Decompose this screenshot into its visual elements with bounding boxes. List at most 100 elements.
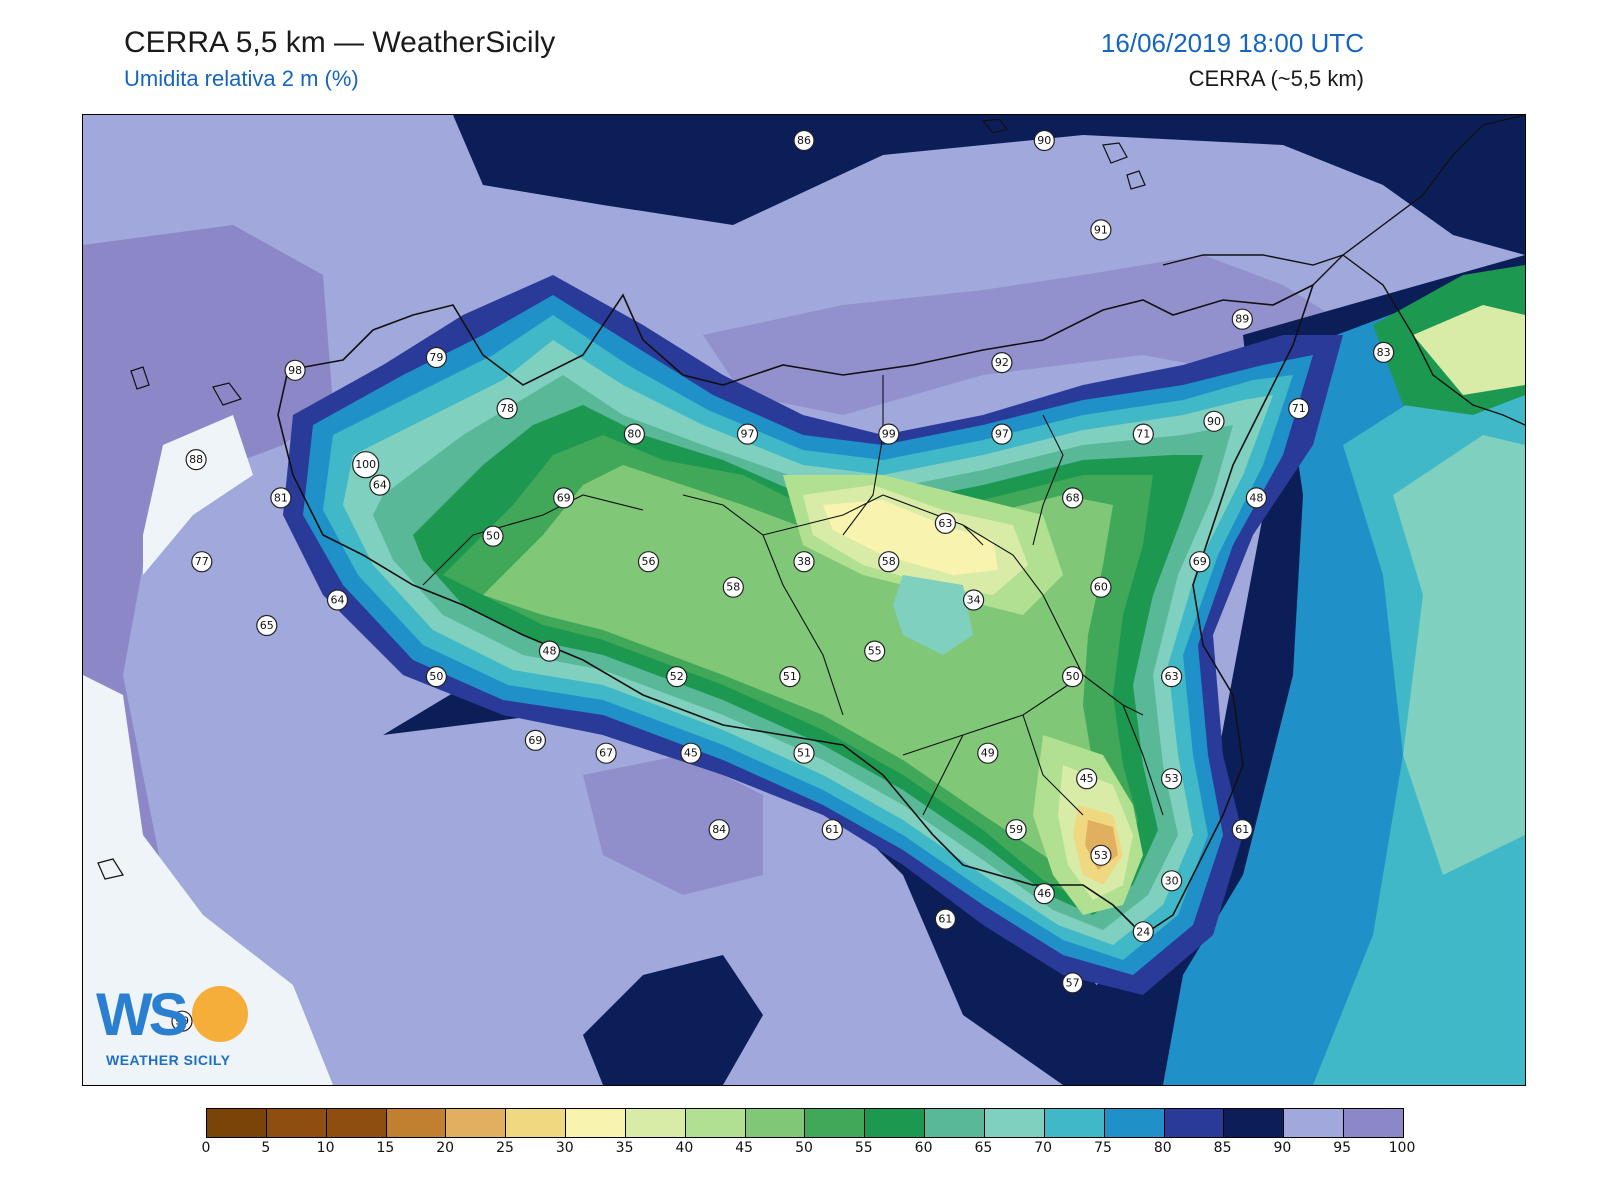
station-value: 49 — [981, 747, 995, 760]
station-marker: 58 — [722, 576, 744, 598]
station-circle — [496, 398, 518, 420]
colorbar-swatch — [865, 1109, 926, 1137]
station-marker: 63 — [934, 512, 957, 534]
aeolian-islands — [981, 118, 1146, 190]
station-circle — [1132, 423, 1154, 445]
station-circle — [708, 819, 730, 841]
colorbar-swatch — [984, 1109, 1045, 1137]
station-circle — [1160, 870, 1183, 892]
station-value: 55 — [868, 645, 882, 658]
station-value: 84 — [712, 823, 726, 836]
map-canvas: 86 90 91 89 83 98 79 78 92 71 90 88 100 64 80 97 99 97 71 8… — [83, 115, 1525, 1085]
station-value: 58 — [726, 581, 740, 594]
station-value: 91 — [1094, 223, 1108, 236]
west-low-patch — [143, 415, 253, 575]
colorbar-swatch — [1284, 1109, 1345, 1137]
station-marker: 97 — [991, 423, 1013, 445]
station-marker: 86 — [793, 129, 815, 152]
station-value: 48 — [1249, 491, 1263, 504]
station-circle — [779, 665, 801, 688]
station-value: 69 — [557, 491, 571, 504]
station-circle — [1076, 768, 1098, 790]
station-marker: 53 — [1160, 768, 1183, 790]
station-value: 77 — [195, 555, 209, 568]
station-value: 88 — [189, 453, 203, 466]
station-circle — [326, 589, 349, 611]
station-value: 61 — [1235, 823, 1249, 836]
station-value: 64 — [331, 594, 345, 607]
station-value: 53 — [1094, 849, 1108, 862]
colorbar-tick-label: 100 — [1388, 1140, 1416, 1156]
station-value: 58 — [882, 555, 896, 568]
station-circle — [524, 729, 546, 752]
west-low-area — [83, 675, 333, 1085]
station-value: 51 — [797, 747, 811, 760]
station-value: 86 — [797, 134, 811, 147]
station-marker: 48 — [1245, 487, 1268, 509]
colorbar-swatch — [745, 1109, 806, 1137]
station-marker: 100 — [352, 451, 380, 479]
south-dark-patch — [583, 955, 763, 1085]
station-value: 100 — [355, 458, 376, 471]
station-marker: 53 — [1090, 844, 1112, 866]
map-title: CERRA 5,5 km — WeatherSicily — [124, 26, 556, 59]
station-marker: 57 — [1061, 972, 1084, 994]
station-value: 50 — [429, 670, 443, 683]
station-circle — [793, 551, 815, 573]
colorbar-tick-label: 95 — [1333, 1140, 1352, 1156]
colorbar-tick-label: 5 — [261, 1140, 271, 1156]
station-marker: 71 — [1288, 398, 1310, 420]
colorbar-swatch — [805, 1109, 866, 1137]
station-marker: 45 — [1076, 768, 1098, 790]
station-circle — [977, 742, 999, 764]
colorbar-tick-label: 75 — [1094, 1140, 1112, 1156]
station-marker: 80 — [623, 423, 646, 445]
south-purple-patch — [583, 755, 763, 895]
logo-brand-text: WEATHER SICILY — [106, 1052, 231, 1068]
station-circle — [934, 908, 957, 930]
station-circle — [736, 423, 759, 445]
colorbar-tick-label: 15 — [376, 1140, 395, 1156]
station-circle — [637, 551, 660, 573]
etna-area-65 — [893, 575, 973, 655]
station-circle — [595, 742, 617, 764]
station-value: 79 — [429, 351, 443, 364]
colorbar-swatch — [506, 1109, 567, 1137]
logo-mark: WS — [96, 981, 189, 1048]
inland-band-30 — [823, 500, 998, 575]
station-value: 61 — [938, 913, 952, 926]
colorbar-tick-label: 20 — [436, 1140, 455, 1156]
station-marker: 45 — [680, 742, 702, 764]
colorbar-tick-label: 0 — [201, 1140, 211, 1156]
station-circle — [553, 487, 575, 509]
colorbar-swatch — [566, 1109, 626, 1137]
station-marker: 55 — [864, 640, 886, 662]
station-marker: 49 — [977, 742, 999, 764]
station-marker: 59 — [1005, 819, 1027, 841]
ionian-teal-band — [1393, 435, 1525, 875]
colorbar-swatch — [685, 1109, 746, 1137]
station-value: 98 — [288, 364, 302, 377]
colorbar-swatch — [1164, 1109, 1225, 1137]
station-marker: 98 — [284, 359, 306, 381]
station-value: 71 — [1136, 428, 1150, 441]
colorbar-swatch — [1344, 1109, 1403, 1137]
station-value: 52 — [670, 670, 684, 683]
colorbar-swatch — [446, 1109, 507, 1137]
province-borders — [422, 375, 1164, 816]
colorbar-tick-label: 85 — [1213, 1140, 1232, 1156]
station-value: 92 — [995, 356, 1009, 369]
station-value: 78 — [500, 402, 514, 415]
station-marker: 83 — [1372, 341, 1395, 363]
colorbar-swatch — [266, 1109, 327, 1137]
station-marker: 51 — [793, 742, 815, 764]
colorbar-tick-label: 45 — [735, 1140, 754, 1156]
station-marker: 50 — [425, 665, 447, 688]
station-value: 24 — [1136, 925, 1150, 938]
station-circle — [1231, 308, 1253, 330]
colorbar-tick-label: 40 — [675, 1140, 694, 1156]
station-marker: 77 — [191, 551, 213, 573]
colorbar-tick-label: 50 — [795, 1140, 813, 1156]
station-value: 61 — [825, 823, 839, 836]
station-value: 50 — [486, 530, 500, 543]
